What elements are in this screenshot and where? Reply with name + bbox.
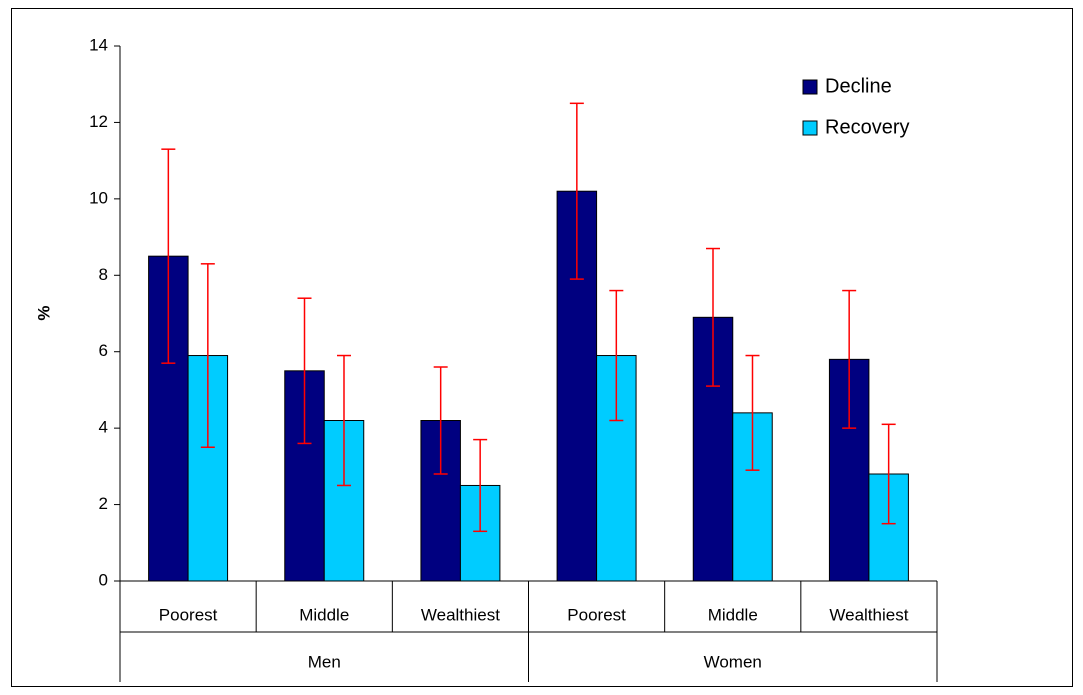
legend-swatch bbox=[802, 120, 818, 136]
y-tick-label: 12 bbox=[89, 112, 108, 131]
bar bbox=[284, 370, 325, 582]
y-tick-label: 2 bbox=[99, 494, 108, 513]
y-axis-label: % bbox=[34, 305, 53, 320]
x-tick-label: Poorest bbox=[159, 605, 218, 624]
x-tick-label: Middle bbox=[708, 605, 758, 624]
error-bar bbox=[609, 289, 624, 422]
y-tick-label: 8 bbox=[99, 265, 108, 284]
error-bar bbox=[473, 438, 488, 533]
error-bar bbox=[161, 148, 176, 364]
error-bar bbox=[745, 354, 760, 471]
error-bar bbox=[881, 423, 896, 525]
error-bar bbox=[706, 247, 721, 387]
y-tick-label: 14 bbox=[89, 35, 108, 54]
x-tick-label: Poorest bbox=[567, 605, 626, 624]
error-bar bbox=[336, 354, 351, 487]
legend-swatch bbox=[802, 79, 818, 95]
y-tick-label: 10 bbox=[89, 188, 108, 207]
group-label: Women bbox=[704, 652, 762, 671]
legend-label: Decline bbox=[825, 75, 892, 97]
x-tick-label: Wealthiest bbox=[421, 605, 500, 624]
x-tick-label: Wealthiest bbox=[829, 605, 908, 624]
error-bar bbox=[200, 263, 215, 448]
error-bar bbox=[297, 297, 312, 445]
error-bar bbox=[842, 289, 857, 429]
y-tick-label: 0 bbox=[99, 570, 108, 589]
error-bar bbox=[569, 102, 584, 280]
legend-label: Recovery bbox=[825, 116, 909, 138]
x-tick-label: Middle bbox=[299, 605, 349, 624]
y-tick-label: 4 bbox=[99, 418, 108, 437]
error-bar bbox=[433, 366, 448, 475]
group-label: Men bbox=[308, 652, 341, 671]
y-tick-label: 6 bbox=[99, 341, 108, 360]
